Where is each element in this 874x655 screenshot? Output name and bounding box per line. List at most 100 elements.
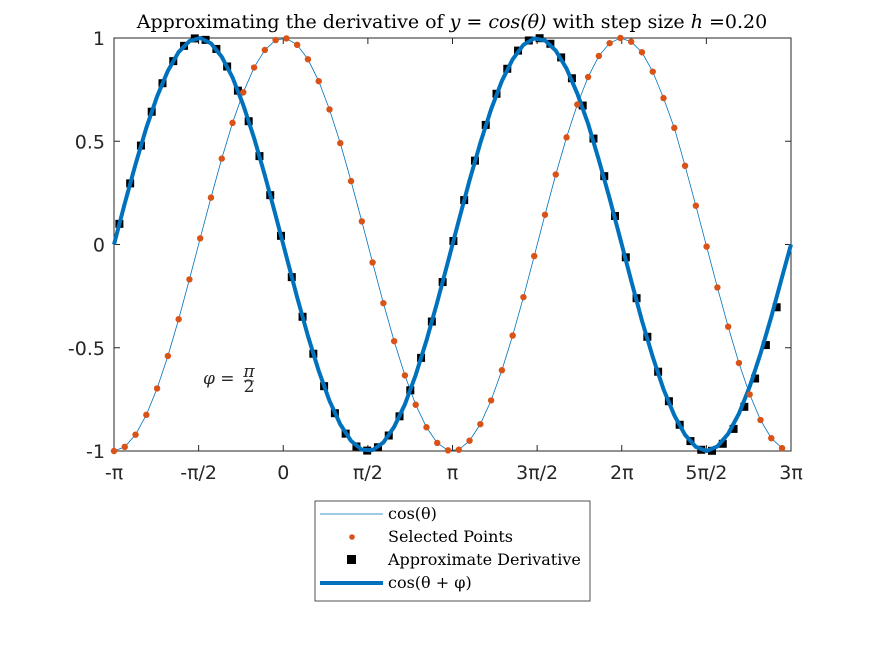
selected-point-marker <box>746 391 753 398</box>
series-layer <box>110 34 793 455</box>
selected-point-marker <box>283 35 290 42</box>
selected-point-marker <box>337 139 344 147</box>
selected-point-marker <box>606 39 613 47</box>
svg-text:π: π <box>242 362 255 382</box>
selected-point-marker <box>229 119 236 127</box>
legend-label-approx-derivative: Approximate Derivative <box>387 550 581 569</box>
selected-point-marker <box>218 155 225 162</box>
selected-point-marker <box>207 194 215 201</box>
approx-derivative-marker <box>729 424 738 433</box>
selected-point-marker <box>574 101 581 108</box>
selected-point-marker <box>563 134 570 141</box>
x-tick-label: π <box>447 462 458 484</box>
phi-annotation-fraction: π 2 <box>242 362 255 397</box>
selected-point-marker <box>552 171 559 178</box>
legend: cos(θ) Selected Points Approximate Deriv… <box>314 500 591 602</box>
selected-point-marker <box>768 434 775 442</box>
selected-point-marker <box>660 94 667 102</box>
selected-point-marker <box>595 52 603 60</box>
svg-text:2: 2 <box>244 377 255 397</box>
selected-point-marker <box>164 352 172 360</box>
x-tick-label: 3π <box>779 462 803 484</box>
selected-point-marker <box>326 106 333 113</box>
selected-point-marker <box>315 77 322 85</box>
selected-point-marker <box>240 89 247 96</box>
legend-label-selected-points: Selected Points <box>388 527 513 546</box>
selected-point-marker <box>390 337 398 345</box>
legend-label-cos-shift: cos(θ + φ) <box>388 573 472 592</box>
approx-derivative-marker <box>751 374 760 383</box>
x-tick-label: -π <box>105 462 123 484</box>
approx-derivative-marker <box>740 402 749 411</box>
selected-point-marker <box>520 293 527 301</box>
legend-swatch-approx-derivative <box>347 555 356 564</box>
x-tick-label: 0 <box>277 462 289 484</box>
selected-point-marker <box>638 49 646 56</box>
selected-point-marker <box>401 372 409 379</box>
x-tick-label: -π/2 <box>180 462 217 484</box>
selected-point-marker <box>757 416 764 424</box>
selected-point-marker <box>132 431 139 438</box>
chart-title: Approximating the derivative of y = cos(… <box>136 11 767 33</box>
selected-point-marker <box>110 447 118 455</box>
selected-point-marker <box>692 202 700 209</box>
selected-point-marker <box>250 64 258 71</box>
x-tick-label: 2π <box>610 462 634 484</box>
x-tick-label: 3π/2 <box>516 462 558 484</box>
y-tick-label: 1 <box>93 28 105 50</box>
selected-point-marker <box>617 34 624 42</box>
legend-label-cos: cos(θ) <box>388 504 437 523</box>
selected-point-marker <box>584 73 592 81</box>
selected-point-marker <box>778 444 786 452</box>
selected-point-marker <box>498 367 506 374</box>
selected-point-marker <box>143 411 150 419</box>
x-tick-label: 5π/2 <box>685 462 727 484</box>
selected-point-marker <box>186 276 193 283</box>
legend-swatch-selected-points <box>349 534 355 540</box>
selected-point-marker <box>444 447 452 454</box>
selected-point-marker <box>121 443 128 451</box>
selected-point-marker <box>466 437 473 444</box>
selected-point-marker <box>681 162 689 170</box>
series-cos-shift-line <box>112 36 793 453</box>
y-tick-label: -1 <box>86 441 105 463</box>
y-tick-label: 0 <box>93 235 105 257</box>
selected-point-marker <box>153 385 161 392</box>
selected-point-marker <box>735 359 743 367</box>
selected-point-marker <box>487 397 495 404</box>
selected-point-marker <box>261 46 269 54</box>
approx-derivative-marker <box>761 341 770 350</box>
selected-point-marker <box>671 124 678 132</box>
selected-point-marker <box>380 299 387 307</box>
selected-point-marker <box>531 252 538 260</box>
selected-point-marker <box>293 41 301 49</box>
selected-point-marker <box>304 56 312 63</box>
selected-point-marker <box>714 284 721 291</box>
approx-derivative-marker <box>772 303 781 312</box>
selected-point-marker <box>369 259 376 266</box>
selected-point-marker <box>649 68 656 75</box>
selected-point-marker <box>477 420 484 428</box>
selected-point-marker <box>423 424 430 431</box>
selected-point-marker <box>455 446 462 453</box>
selected-point-marker <box>541 211 549 218</box>
selected-point-marker <box>627 38 635 45</box>
selected-point-marker <box>272 36 279 44</box>
phi-annotation: φ = <box>203 369 235 389</box>
selected-point-marker <box>175 316 182 323</box>
selected-point-marker <box>358 218 366 225</box>
selected-point-marker <box>509 332 516 339</box>
selected-point-marker <box>724 323 732 330</box>
selected-point-marker <box>434 439 441 447</box>
x-tick-label: π/2 <box>353 462 383 484</box>
selected-point-marker <box>347 177 355 185</box>
y-tick-label: -0.5 <box>68 338 105 360</box>
approx-derivative-marker <box>718 439 727 448</box>
selected-point-marker <box>412 401 419 408</box>
y-tick-label: 0.5 <box>75 131 105 153</box>
selected-point-marker <box>196 235 204 242</box>
selected-point-marker <box>703 243 710 250</box>
